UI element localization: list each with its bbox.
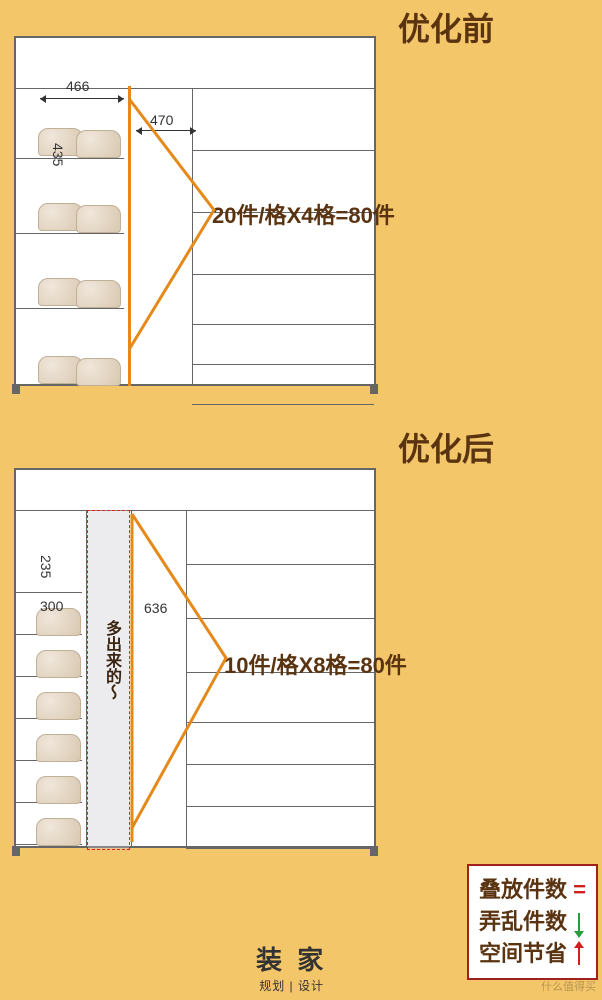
dim-label: 466 [66,78,89,94]
title-before: 优化前 [398,4,494,50]
legend-row-3: 空间节省 [479,938,586,970]
clothes-icon [76,205,121,233]
clothes-icon [36,650,81,678]
dim-label: 435 [50,143,66,166]
formula-after: 10件/格X8格=80件 [224,648,407,680]
clothes-icon [36,734,81,762]
dim-label: 300 [40,598,63,614]
clothes-icon [36,776,81,804]
legend-row-2: 弄乱件数 [479,906,586,938]
dim-label: 235 [38,555,54,578]
legend-box: 叠放件数 = 弄乱件数 空间节省 [467,864,598,980]
clothes-icon [36,692,81,720]
legend-row-1: 叠放件数 = [479,874,586,906]
clothes-icon [76,280,121,308]
brand-main: 装 家 [256,940,327,977]
watermark: 什么值得买 [541,978,596,994]
brand-block: 装 家 规划 | 设计 [256,940,327,994]
brand-sub: 规划 | 设计 [256,977,327,994]
title-after: 优化后 [398,424,494,470]
clothes-icon [76,358,121,386]
clothes-icon [76,130,121,158]
extra-space-label: 多出来的～ [99,620,123,700]
clothes-icon [36,818,81,846]
formula-before: 20件/格X4格=80件 [212,198,395,230]
